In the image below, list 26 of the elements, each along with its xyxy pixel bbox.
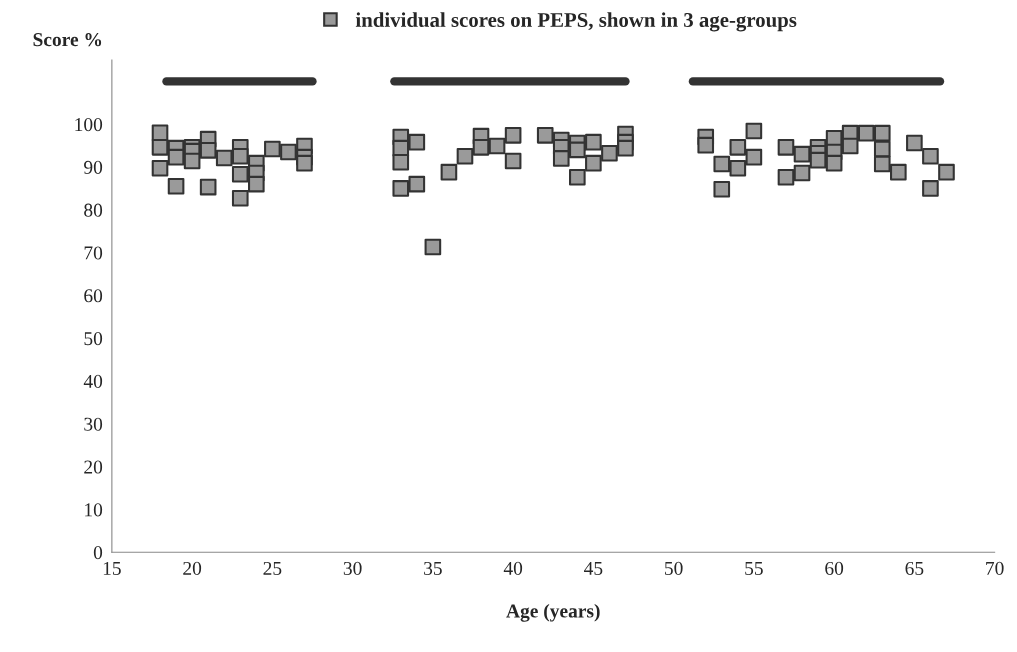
- x-tick-label: 35: [424, 561, 442, 575]
- y-tick-label: 40: [83, 374, 103, 388]
- y-tick-label: 100: [75, 118, 103, 132]
- y-axis-title: Score %: [33, 33, 102, 47]
- x-tick-label: 15: [103, 561, 121, 575]
- y-tick-label: 50: [84, 332, 103, 346]
- y-tick-label: 80: [84, 203, 103, 217]
- y-tick-label: 60: [84, 289, 103, 303]
- y-tick-label: 20: [84, 460, 103, 474]
- x-tick-label: 50: [665, 561, 683, 575]
- y-tick-label: 90: [84, 160, 103, 174]
- x-tick-label: 65: [905, 561, 924, 575]
- x-tick-label: 55: [745, 562, 763, 575]
- x-tick-label: 20: [183, 561, 202, 575]
- x-axis-title: Age (years): [506, 603, 600, 622]
- y-tick-label: 0: [93, 546, 103, 560]
- y-tick-label: 10: [85, 503, 103, 517]
- x-tick-label: 45: [584, 561, 603, 575]
- x-tick-label: 40: [503, 561, 523, 575]
- y-tick-label: 70: [84, 246, 103, 260]
- x-tick-label: 30: [343, 561, 362, 575]
- x-tick-label: 60: [825, 561, 844, 575]
- x-tick-label: 70: [986, 561, 1004, 575]
- legend-label: individual scores on PEPS, shown in 3 age-groups: [355, 12, 797, 32]
- y-tick-label: 30: [84, 417, 103, 431]
- x-tick-label: 25: [263, 561, 282, 575]
